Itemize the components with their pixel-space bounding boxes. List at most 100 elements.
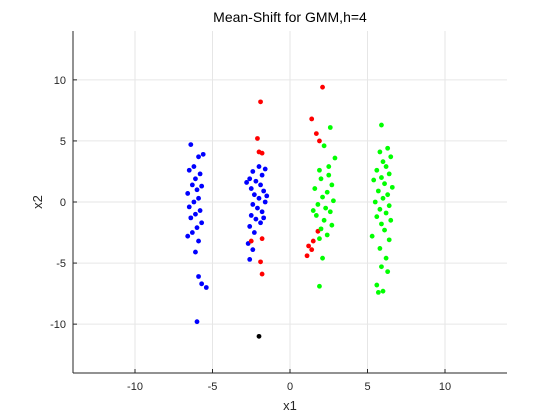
data-point-series-2 [317, 236, 322, 241]
data-point-series-0 [263, 200, 268, 205]
data-point-series-1 [258, 99, 263, 104]
data-point-series-2 [387, 203, 392, 208]
data-point-series-0 [195, 319, 200, 324]
data-point-series-0 [257, 196, 262, 201]
data-point-series-2 [384, 164, 389, 169]
data-point-series-2 [373, 200, 378, 205]
data-point-series-0 [258, 183, 263, 188]
data-point-series-2 [317, 168, 322, 173]
data-point-series-2 [312, 186, 317, 191]
data-point-series-2 [387, 172, 392, 177]
data-point-series-1 [255, 136, 260, 141]
data-point-series-2 [325, 190, 330, 195]
data-point-series-2 [379, 264, 384, 269]
data-point-series-2 [319, 176, 324, 181]
x-tick-label: -10 [127, 381, 143, 393]
data-point-series-1 [305, 253, 310, 258]
data-point-series-2 [371, 178, 376, 183]
data-point-series-0 [260, 173, 265, 178]
data-point-series-0 [192, 164, 197, 169]
data-point-series-0 [199, 184, 204, 189]
data-point-series-2 [328, 209, 333, 214]
data-point-series-2 [382, 228, 387, 233]
data-point-series-0 [196, 239, 201, 244]
data-point-series-0 [261, 215, 266, 220]
data-point-series-2 [323, 206, 328, 211]
y-tick-label: -5 [56, 258, 66, 270]
data-point-series-0 [199, 281, 204, 286]
data-point-series-0 [193, 212, 198, 217]
data-point-series-2 [381, 159, 386, 164]
data-point-series-0 [252, 230, 257, 235]
data-point-series-2 [388, 154, 393, 159]
data-point-series-2 [331, 198, 336, 203]
data-point-series-1 [260, 272, 265, 277]
data-point-series-2 [381, 196, 386, 201]
data-point-series-2 [374, 168, 379, 173]
data-point-series-0 [185, 191, 190, 196]
y-tick-label: 5 [60, 136, 66, 148]
data-point-series-0 [190, 230, 195, 235]
data-point-series-2 [314, 213, 319, 218]
data-point-series-2 [326, 164, 331, 169]
data-point-series-2 [376, 189, 381, 194]
data-point-series-1 [320, 85, 325, 90]
x-tick-label: 5 [364, 381, 370, 393]
data-point-series-2 [385, 192, 390, 197]
data-point-series-2 [322, 143, 327, 148]
data-point-series-2 [329, 183, 334, 188]
data-point-series-0 [263, 167, 268, 172]
data-point-series-0 [261, 189, 266, 194]
data-point-series-2 [390, 185, 395, 190]
data-point-series-0 [257, 164, 262, 169]
data-point-series-0 [192, 200, 197, 205]
data-point-series-2 [387, 237, 392, 242]
data-point-series-0 [195, 225, 200, 230]
data-point-series-2 [311, 208, 316, 213]
data-point-series-2 [370, 234, 375, 239]
data-point-series-2 [376, 290, 381, 295]
x-tick-label: -5 [208, 381, 218, 393]
data-point-series-0 [247, 176, 252, 181]
data-point-series-0 [254, 217, 259, 222]
data-point-series-1 [249, 239, 254, 244]
chart-title: Mean-Shift for GMM,h=4 [213, 9, 367, 25]
data-point-series-0 [250, 169, 255, 174]
data-point-series-2 [326, 173, 331, 178]
data-point-series-2 [379, 175, 384, 180]
data-point-series-2 [320, 195, 325, 200]
data-point-series-0 [250, 247, 255, 252]
data-point-series-1 [309, 117, 314, 122]
data-point-series-1 [260, 236, 265, 241]
data-point-series-2 [384, 211, 389, 216]
data-point-series-2 [384, 256, 389, 261]
data-point-series-2 [378, 207, 383, 212]
data-point-series-2 [319, 226, 324, 231]
x-axis-label: x1 [283, 398, 297, 413]
data-point-series-2 [378, 246, 383, 251]
data-point-series-2 [325, 233, 330, 238]
data-point-series-0 [195, 187, 200, 192]
data-point-series-2 [328, 125, 333, 130]
data-point-series-1 [309, 247, 314, 252]
data-point-series-1 [260, 151, 265, 156]
data-point-series-0 [198, 208, 203, 213]
data-point-series-1 [306, 244, 311, 249]
data-point-series-0 [244, 180, 249, 185]
y-tick-label: 0 [60, 197, 66, 209]
data-point-series-1 [258, 259, 263, 264]
data-point-series-0 [188, 215, 193, 220]
data-point-series-2 [333, 156, 338, 161]
data-point-series-0 [187, 204, 192, 209]
data-point-series-2 [374, 283, 379, 288]
data-point-series-0 [252, 192, 257, 197]
data-point-series-0 [190, 183, 195, 188]
y-axis-label: x2 [30, 195, 45, 209]
data-point-series-2 [316, 202, 321, 207]
data-point-series-0 [254, 179, 259, 184]
data-point-series-2 [381, 289, 386, 294]
data-point-series-0 [198, 172, 203, 177]
data-point-series-0 [249, 213, 254, 218]
data-point-series-2 [385, 146, 390, 151]
